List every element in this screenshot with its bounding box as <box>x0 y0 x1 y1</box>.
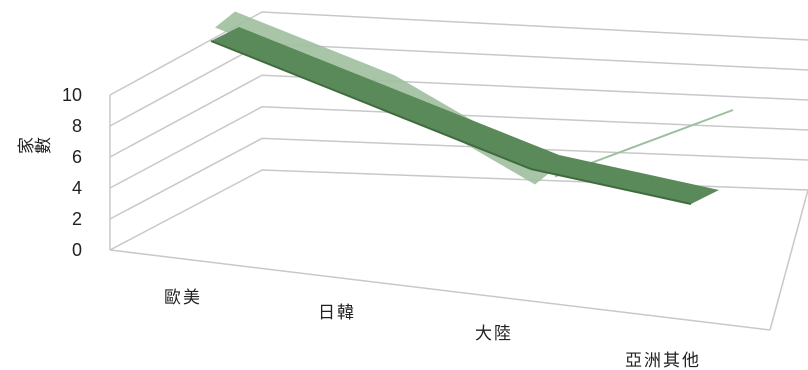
gridlines <box>109 11 808 220</box>
y-tick-label: 4 <box>72 178 82 198</box>
x-category-label: 歐美 <box>164 288 202 308</box>
x-category-label: 亞洲其他 <box>625 351 701 370</box>
y-tick-label: 2 <box>72 209 82 229</box>
series-ribbon-dark-edge <box>210 40 692 205</box>
x-category-label: 大陸 <box>475 324 513 344</box>
x-category-label: 日韓 <box>318 303 356 323</box>
series-ribbons <box>210 11 734 205</box>
y-axis-label: 家數 <box>17 138 51 159</box>
y-axis-ticks: 0 2 4 6 8 10 <box>62 85 82 260</box>
y-tick-label: 8 <box>72 116 82 136</box>
series-ribbon-dark <box>211 27 719 204</box>
floor-right-edge <box>769 189 808 331</box>
gridline <box>109 74 808 158</box>
floor-front-edge <box>109 249 771 331</box>
y-tick-label: 0 <box>72 240 82 260</box>
floor-back-edge <box>109 169 808 251</box>
gridline <box>109 106 808 189</box>
gridline <box>109 11 808 96</box>
gridline <box>109 137 808 220</box>
y-tick-label: 10 <box>62 85 82 105</box>
y-tick-label: 6 <box>72 147 82 167</box>
